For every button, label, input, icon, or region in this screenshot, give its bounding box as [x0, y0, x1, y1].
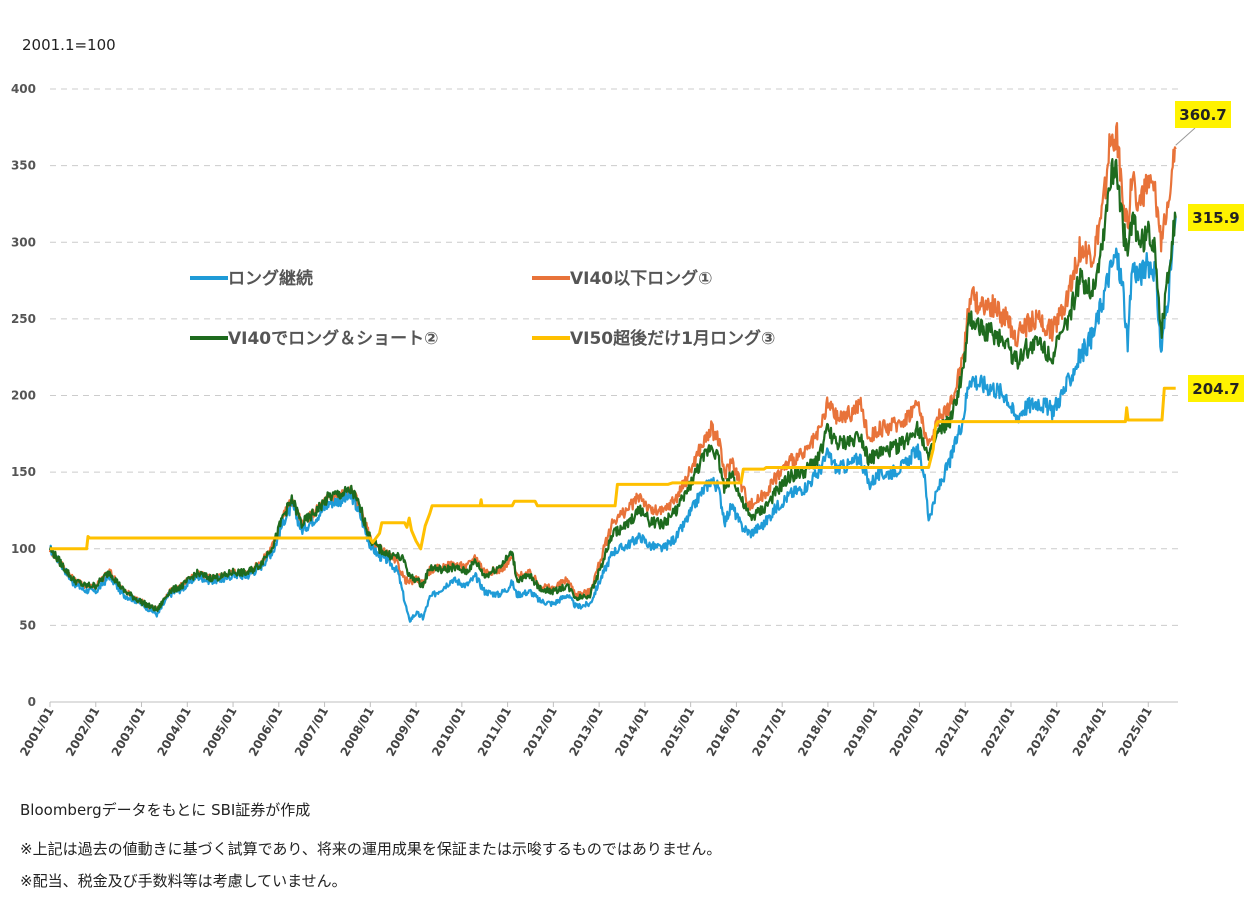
- x-tick-label: 2025/01: [1115, 705, 1154, 759]
- x-tick-label: 2017/01: [749, 705, 788, 759]
- x-tick-label: 2015/01: [658, 705, 697, 759]
- x-tick-label: 2011/01: [475, 705, 514, 759]
- x-tick-label: 2004/01: [155, 705, 194, 759]
- y-tick-label: 150: [11, 465, 36, 479]
- y-tick-label: 200: [11, 389, 36, 403]
- x-tick-label: 2005/01: [200, 705, 239, 759]
- x-tick-label: 2012/01: [521, 705, 560, 759]
- end-label-box: [1175, 101, 1231, 128]
- y-tick-label: 100: [11, 542, 36, 556]
- series-line: [50, 386, 1176, 551]
- x-tick-label: 2009/01: [383, 705, 422, 759]
- end-label-box: [1188, 204, 1244, 231]
- x-tick-label: 2006/01: [246, 705, 285, 759]
- y-axis: 0 50 100 150 200 250 300 350 400: [11, 82, 36, 709]
- end-label: 204.7: [1192, 380, 1239, 398]
- y-tick-label: 0: [28, 695, 36, 709]
- end-label: 315.9: [1192, 209, 1239, 227]
- x-axis: 2001/01 2002/01 2003/01 2004/01 2005/01 2006/…: [17, 702, 1155, 759]
- x-tick-label: 2014/01: [612, 705, 651, 759]
- x-tick-label: 2007/01: [292, 705, 331, 759]
- y-tick-label: 350: [11, 159, 36, 173]
- x-tick-label: 2018/01: [795, 705, 834, 759]
- gridlines: [50, 88, 1178, 703]
- x-tick-label: 2003/01: [109, 705, 148, 759]
- x-tick-label: 2010/01: [429, 705, 468, 759]
- x-tick-label: 2021/01: [932, 705, 971, 759]
- source-note: Bloombergデータをもとに SBI証券が作成: [20, 801, 311, 819]
- y-tick-label: 250: [11, 312, 36, 326]
- x-tick-label: 2020/01: [887, 705, 926, 759]
- x-tick-label: 2023/01: [1024, 705, 1063, 759]
- fees-note: ※配当、税金及び手数料等は考慮していません。: [20, 872, 347, 890]
- y-tick-label: 400: [11, 82, 36, 96]
- x-tick-label: 2002/01: [63, 705, 102, 759]
- x-tick-label: 2008/01: [338, 705, 377, 759]
- x-tick-label: 2024/01: [1070, 705, 1109, 759]
- y-tick-label: 300: [11, 235, 36, 249]
- legend-label: VI40以下ロング①: [570, 268, 713, 289]
- plot-area: [48, 122, 1177, 623]
- disclaimer-note: ※上記は過去の値動きに基づく試算であり、将来の運用成果を保証または示唆するもので…: [20, 840, 722, 858]
- leader-line: [1175, 127, 1196, 146]
- y-tick-label: 50: [19, 618, 36, 632]
- end-labels: 360.7 315.9 204.7: [1175, 101, 1244, 402]
- series-line: [48, 158, 1177, 613]
- legend-label: VI50超後だけ1月ロング③: [570, 328, 775, 349]
- legend: ロング継続 VI40以下ロング① VI40でロング＆ショート② VI50超後だけ1月ロ…: [190, 268, 775, 349]
- legend-label: VI40でロング＆ショート②: [228, 328, 439, 349]
- x-tick-label: 2022/01: [978, 705, 1017, 759]
- legend-label: ロング継続: [228, 268, 313, 289]
- end-label: 360.7: [1179, 106, 1226, 124]
- end-label-box: [1188, 375, 1244, 402]
- x-tick-label: 2001/01: [17, 705, 56, 759]
- x-tick-label: 2019/01: [841, 705, 880, 759]
- x-tick-label: 2013/01: [566, 705, 605, 759]
- unit-note: 2001.1=100: [22, 36, 116, 54]
- x-tick-label: 2016/01: [704, 705, 743, 759]
